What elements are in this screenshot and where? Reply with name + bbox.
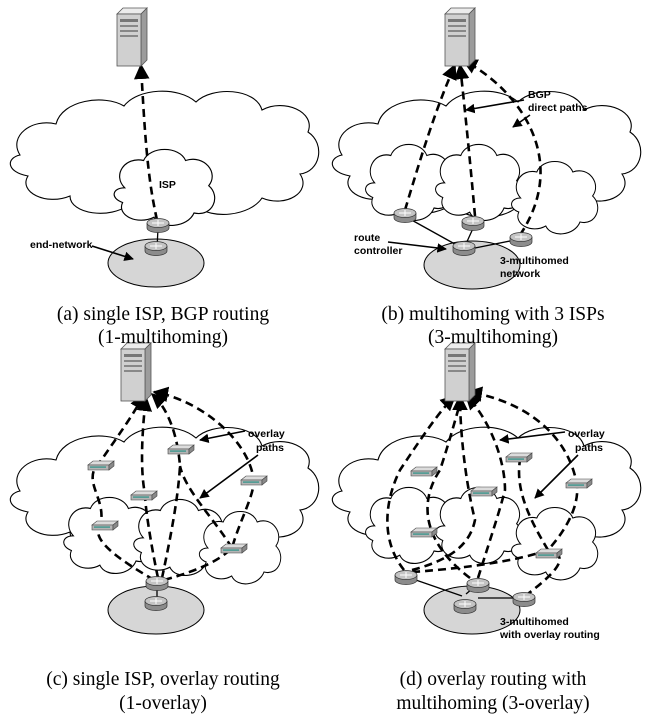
caption-d-line2: multihoming (3-overlay) (396, 693, 589, 714)
caption-a-line1: (a) single ISP, BGP routing (57, 304, 269, 325)
caption-b-line1: (b) multihoming with 3 ISPs (381, 304, 604, 325)
overlay-path-3 (426, 395, 471, 580)
overlay-node-icon (410, 466, 438, 477)
isp-router-1-icon (393, 208, 417, 223)
isp-router-2-icon (461, 216, 485, 231)
bgp-path (133, 63, 159, 221)
overlay-arrow-1 (499, 431, 566, 444)
overlay-path-1 (91, 393, 155, 582)
bgp-path-1 (403, 63, 457, 211)
isp-router-3-icon (509, 232, 533, 247)
overlay-node-icon (565, 478, 593, 489)
overlay-node-icon (91, 520, 119, 531)
overlay-node-icon (167, 444, 195, 455)
route-controller-label-line1: route (354, 232, 380, 244)
overlay-label-line1: overlay (568, 428, 605, 440)
panel-d: overlay paths 3-multihomed with overlay … (331, 342, 642, 641)
network-label-line1: 3-multihomed (500, 255, 569, 267)
overlay-path-3 (150, 392, 182, 579)
network-label-line2: network (500, 268, 540, 280)
caption-c-line2: (1-overlay) (119, 693, 207, 714)
overlay-node-icon (410, 527, 438, 538)
panel-c: overlay paths (9, 342, 320, 635)
bgp-path-2 (453, 63, 477, 217)
overlay-arrow-2 (534, 454, 579, 499)
access-link-1 (407, 217, 463, 249)
end-router-icon (144, 596, 168, 611)
end-network-label: end-network (30, 239, 93, 251)
overlay-node-icon (87, 460, 115, 471)
end-network-arrow (91, 245, 134, 261)
caption-a-line2: (1-multihoming) (98, 327, 228, 348)
overlay-label-line2: paths (256, 442, 284, 454)
end-network-ellipse (107, 238, 205, 288)
overlay-node-icon (220, 543, 248, 554)
isp-router-icon (145, 576, 169, 591)
isp-router-icon (146, 218, 170, 233)
bgp-path-3 (461, 58, 542, 236)
overlay-path-6 (524, 548, 561, 598)
overlay-node-icon (240, 475, 268, 486)
network-label-line2: with overlay routing (499, 629, 600, 641)
end-router-icon (144, 241, 168, 256)
panel-a: ISP end-network (9, 7, 320, 288)
isp-router-1-icon (394, 570, 418, 585)
overlay-path-5 (178, 465, 234, 549)
overlay-node-icon (505, 452, 533, 463)
overlay-path-1 (386, 394, 457, 571)
overlay-arrow-2 (199, 454, 259, 499)
multihomed-network-ellipse (423, 240, 521, 290)
bgp-label-line2: direct paths (528, 102, 588, 114)
server-icon (116, 7, 148, 67)
overlay-node-icon (470, 486, 498, 497)
overlay-arrow-1 (199, 430, 246, 444)
caption-d-line1: (d) overlay routing with (400, 669, 587, 690)
bgp-arrow-2 (512, 114, 531, 128)
server-icon (120, 342, 152, 402)
route-controller-label-line2: controller (354, 245, 402, 257)
route-controller-arrow (387, 241, 447, 253)
access-link-1 (409, 577, 463, 597)
caption-b-line2: (3-multihoming) (428, 327, 558, 348)
server-icon (444, 7, 476, 67)
bgp-label-line1: BGP (528, 89, 551, 101)
overlay-path-2 (411, 394, 477, 572)
overlay-label-line2: paths (575, 442, 603, 454)
isp-label: ISP (159, 179, 176, 191)
isp-router-2-icon (466, 578, 490, 593)
server-icon (444, 342, 476, 402)
overlay-node-icon (130, 490, 158, 501)
overlay-path-5 (411, 386, 579, 574)
bgp-arrow-1 (465, 99, 525, 114)
panel-b: BGP direct paths route controller 3-mult… (331, 7, 642, 290)
route-controller-icon (453, 599, 477, 614)
overlay-path-4 (464, 393, 507, 579)
isp-router-3-icon (512, 592, 536, 607)
network-label-line1: 3-multihomed (500, 616, 569, 628)
route-controller-icon (452, 241, 476, 256)
overlay-node-icon (535, 548, 563, 559)
overlay-label-line1: overlay (248, 428, 285, 440)
caption-c-line1: (c) single ISP, overlay routing (46, 669, 280, 690)
